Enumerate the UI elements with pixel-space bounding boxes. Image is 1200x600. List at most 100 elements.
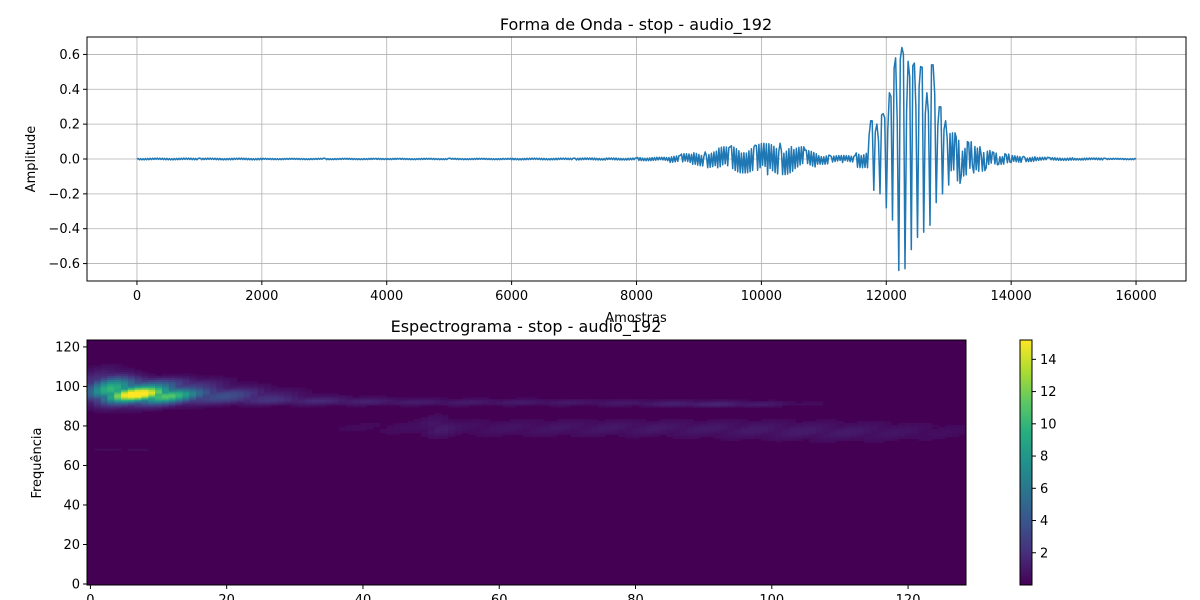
spectrogram-cell	[952, 430, 960, 434]
spectrogram-cell	[127, 391, 135, 394]
spectrogram-cell	[87, 393, 95, 396]
spectrogram-cell	[863, 430, 871, 434]
spectrogram-cell	[604, 424, 612, 428]
spectrogram-cell	[918, 436, 926, 440]
spectrogram-cell	[427, 434, 435, 438]
spectrogram-cell	[407, 399, 415, 402]
spectrogram-cell	[345, 405, 354, 408]
spectrogram-cell	[373, 399, 381, 402]
spectrogram-cell	[788, 438, 796, 442]
spectrogram-cell	[305, 391, 313, 394]
spectrogram-cell	[332, 403, 340, 406]
spectrogram-cell	[339, 403, 347, 406]
spectrogram-cell	[209, 401, 217, 404]
spectrogram-cell	[427, 403, 435, 406]
spectrogram-cell	[809, 432, 817, 436]
spectrogram-cell	[107, 367, 115, 370]
spectrogram-cell	[448, 419, 456, 422]
spectrogram-cell	[768, 430, 776, 434]
spectrogram-cell	[114, 401, 122, 404]
spectrogram-cell	[87, 391, 95, 394]
spectrogram-cell	[884, 421, 892, 424]
spectrogram-cell	[686, 401, 694, 404]
spectrogram-cell	[243, 403, 251, 406]
spectrogram-cell	[434, 397, 442, 400]
spectrogram-cell	[114, 381, 122, 384]
spectrogram-cell	[734, 419, 742, 422]
spectrogram-cell	[121, 411, 129, 414]
spectrogram-cell	[155, 381, 163, 384]
spectrogram-cell	[270, 389, 279, 392]
spectrogram-cell	[134, 407, 142, 410]
spectrogram-cell	[100, 448, 108, 451]
spectrogram-cell	[850, 428, 858, 432]
spectrogram-cell	[829, 432, 837, 436]
spectrogram-cell	[700, 422, 708, 426]
spectrogram-cell	[489, 424, 497, 428]
spectrogram-cell	[686, 419, 694, 422]
spectrogram-cell	[843, 434, 851, 438]
spectrogram-cell	[257, 405, 265, 408]
spectrogram-cell	[911, 426, 919, 430]
spectrogram-cell	[863, 436, 871, 440]
spectrogram-cell	[114, 385, 122, 388]
spectrogram-cell	[761, 405, 769, 408]
spectrogram-cell	[700, 401, 708, 404]
spectrogram-cell	[959, 424, 967, 428]
spectrogram-cell	[93, 401, 101, 404]
waveform-y-tick-label: −0.4	[48, 222, 80, 237]
spectrogram-cell	[243, 393, 251, 396]
spectrogram-cell	[155, 401, 163, 404]
spectrogram-cell	[352, 405, 360, 408]
spectrogram-cell	[536, 428, 544, 432]
spectrogram-cell	[114, 399, 122, 402]
spectrogram-cell	[673, 428, 681, 432]
spectrogram-cell	[352, 428, 360, 432]
spectrogram-cell	[925, 438, 933, 442]
spectrogram-cell	[604, 405, 612, 408]
spectrogram-cell	[114, 389, 122, 392]
spectrogram-cell	[482, 424, 490, 428]
spectrogram-cell	[182, 387, 190, 390]
spectrogram-cell	[591, 424, 599, 428]
spectrogram-cell	[713, 428, 721, 432]
spectrogram-cell	[141, 373, 149, 376]
spectrogram-cell	[427, 421, 435, 424]
spectrogram-cell	[816, 436, 824, 440]
spectrogram-cell	[570, 430, 578, 434]
spectrogram-cell	[223, 391, 231, 394]
spectrogram-cell	[570, 432, 578, 436]
spectrogram-cell	[904, 422, 912, 426]
spectrogram-cell	[121, 369, 129, 372]
spectrogram-cell	[645, 421, 653, 424]
spectrogram-cell	[652, 434, 660, 438]
spectrogram-cell	[720, 436, 728, 440]
spectrogram-cell	[809, 440, 817, 444]
spectrogram-cell	[856, 422, 865, 426]
spectrogram-cell	[454, 432, 463, 436]
spectrogram-x-tick-label: 100	[759, 593, 784, 600]
spectrogram-cell	[938, 434, 946, 438]
spectrogram-cell	[795, 434, 803, 438]
spectrogram-cell	[768, 438, 776, 442]
spectrogram-cell	[577, 421, 585, 424]
spectrogram-cell	[93, 385, 101, 388]
spectrogram-cell	[482, 426, 490, 430]
spectrogram-cell	[693, 434, 701, 438]
spectrogram-cell	[931, 432, 940, 436]
spectrogram-cell	[645, 424, 653, 428]
spectrogram-cell	[543, 432, 551, 436]
spectrogram-cell	[161, 377, 170, 380]
spectrogram-cell	[713, 434, 721, 438]
spectrogram-cell	[809, 428, 817, 432]
spectrogram-cell	[843, 436, 851, 440]
spectrogram-cell	[454, 422, 463, 426]
spectrogram-cell	[427, 417, 435, 420]
spectrogram-cell	[700, 434, 708, 438]
colorbar-tick-label: 2	[1040, 546, 1048, 561]
spectrogram-cell	[311, 399, 319, 402]
spectrogram-cell	[850, 434, 858, 438]
spectrogram-cell	[536, 424, 544, 428]
spectrogram-cell	[782, 419, 790, 422]
spectrogram-cell	[189, 373, 197, 376]
